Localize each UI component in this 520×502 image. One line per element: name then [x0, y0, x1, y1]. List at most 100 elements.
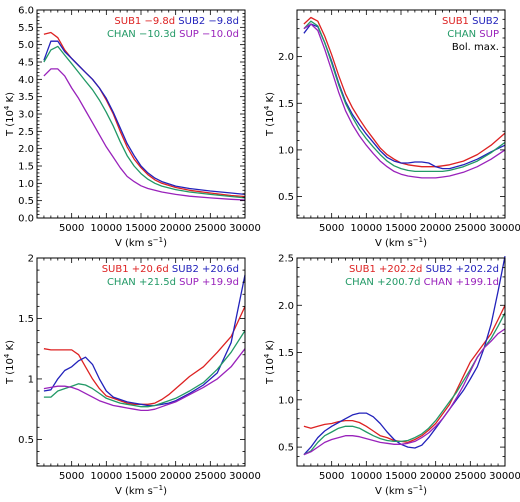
x-tick-label: 5000: [319, 471, 344, 482]
x-axis-label: V (km s−1): [115, 236, 167, 249]
legend-row: CHAN SUP: [447, 29, 499, 40]
legend-entry: SUB1 +202.2d: [349, 264, 422, 275]
legend-entry: SUB2 +202.2d: [422, 264, 499, 275]
y-tick-label: 3.0: [18, 110, 34, 121]
x-tick-label: 10000: [90, 471, 122, 482]
y-tick-label: 0.5: [278, 443, 294, 454]
legend-entry: Bol. max.: [452, 42, 499, 53]
x-tick-label: 25000: [454, 223, 486, 234]
series-line-chan: [303, 312, 506, 456]
x-tick-label: 25000: [194, 471, 226, 482]
legend-entry: SUB2: [469, 16, 499, 27]
x-tick-label: 15000: [125, 223, 157, 234]
y-tick-label: 2.0: [18, 144, 34, 155]
series-line-sup: [43, 348, 246, 412]
x-tick-label: 15000: [385, 223, 417, 234]
plot-frame: [36, 257, 246, 467]
y-tick-label: 1.5: [18, 162, 34, 173]
y-tick-label: 1: [28, 374, 34, 385]
x-tick-label: 30000: [229, 223, 261, 234]
x-tick-label: 5000: [59, 471, 84, 482]
panel-top-left: 5000 10000 15000 20000 25000 30000 0.0 0.5 1.0 1.…: [3, 6, 261, 250]
y-tick-label: 6.0: [18, 6, 34, 17]
y-axis-label: T (104 K): [263, 340, 276, 385]
y-tick-label: 4.5: [18, 58, 34, 69]
x-tick-label: 30000: [489, 223, 520, 234]
x-axis-label: V (km s−1): [115, 484, 167, 497]
series-line-sup: [303, 23, 506, 179]
legend-row: SUB1 +20.6d SUB2 +20.6d: [102, 264, 239, 275]
series-line-sub2: [303, 255, 506, 456]
legend-entry: CHAN +199.1d: [420, 277, 499, 288]
x-tick-label: 30000: [489, 471, 520, 482]
legend-row: SUB1 SUB2: [442, 16, 499, 27]
x-tick-label: 10000: [350, 223, 382, 234]
y-tick-label: 3.5: [18, 92, 34, 103]
legend-entry: SUP −10.0d: [176, 29, 239, 40]
legend-row: Bol. max.: [452, 42, 499, 53]
x-tick-label: 25000: [194, 223, 226, 234]
y-tick-label: 1.5: [278, 99, 294, 110]
y-tick-label: 0.5: [18, 435, 34, 446]
legend-entry: CHAN +200.7d: [345, 277, 420, 288]
legend-entry: SUB1 −9.8d: [114, 16, 175, 27]
x-tick-label: 10000: [90, 223, 122, 234]
y-tick-label: 0.5: [278, 192, 294, 203]
x-tick-label: 5000: [319, 223, 344, 234]
series-line-sub2: [43, 274, 246, 407]
plot-frame: [36, 9, 246, 219]
x-tick-label: 15000: [385, 471, 417, 482]
series-line-chan: [43, 330, 246, 408]
legend-entry: SUB2 +20.6d: [169, 264, 239, 275]
y-tick-label: 1.0: [278, 145, 294, 156]
y-tick-label: 5.0: [18, 40, 34, 51]
series-line-sub1: [303, 16, 506, 168]
legend-row: SUB1 −9.8d SUB2 −9.8d: [114, 16, 239, 27]
series-line-chan: [303, 328, 506, 456]
legend-entry: SUB1: [442, 16, 469, 27]
x-tick-label: 20000: [160, 223, 192, 234]
panel-bottom-left: 5000 10000 15000 20000 25000 30000 0.5 1 1.5 2 V (…: [3, 254, 261, 498]
x-tick-label: 20000: [420, 223, 452, 234]
x-tick-label: 30000: [229, 471, 261, 482]
panel-top-right: 5000 10000 15000 20000 25000 30000 0.5 1.0 1.5 2.…: [263, 9, 520, 249]
y-tick-label: 1.0: [18, 179, 34, 190]
y-tick-label: 1.5: [278, 348, 294, 359]
x-tick-label: 20000: [160, 471, 192, 482]
y-tick-label: 4.0: [18, 75, 34, 86]
series-line-sub1: [303, 305, 506, 444]
legend-row: SUB1 +202.2d SUB2 +202.2d: [349, 264, 499, 275]
y-tick-label: 0.0: [18, 214, 34, 225]
y-tick-label: 2.0: [278, 52, 294, 63]
y-tick-label: 2: [28, 254, 34, 265]
y-tick-label: 2.5: [18, 127, 34, 138]
panel-bottom-right: 5000 10000 15000 20000 25000 30000 0.5 1.0 1.5 2.…: [263, 254, 520, 498]
legend-entry: SUB1 +20.6d: [102, 264, 169, 275]
legend-entry: SUP: [476, 29, 499, 40]
y-tick-label: 1.0: [278, 395, 294, 406]
x-tick-label: 10000: [350, 471, 382, 482]
x-tick-label: 20000: [420, 471, 452, 482]
x-axis-label: V (km s−1): [375, 484, 427, 497]
legend-entry: CHAN −10.3d: [107, 29, 176, 40]
y-tick-label: 1.5: [18, 314, 34, 325]
legend-entry: SUP +19.9d: [176, 277, 239, 288]
legend-row: CHAN +200.7d CHAN +199.1d: [345, 277, 499, 288]
x-tick-label: 15000: [125, 471, 157, 482]
legend-entry: CHAN: [447, 29, 476, 40]
y-axis-label: T (104 K): [3, 92, 16, 137]
series-line-sup: [43, 68, 246, 201]
x-axis-label: V (km s−1): [375, 236, 427, 249]
y-axis-label: T (104 K): [263, 92, 276, 137]
x-tick-label: 25000: [454, 471, 486, 482]
legend-row: CHAN −10.3d SUP −10.0d: [107, 29, 239, 40]
y-tick-label: 2.0: [278, 301, 294, 312]
legend-entry: SUB2 −9.8d: [175, 16, 239, 27]
series-line-sub2: [43, 40, 246, 196]
y-tick-label: 0.5: [18, 196, 34, 207]
series-line-sub1: [43, 306, 246, 405]
x-tick-label: 5000: [59, 223, 84, 234]
y-tick-label: 5.5: [18, 23, 34, 34]
series-line-chan: [43, 45, 246, 199]
